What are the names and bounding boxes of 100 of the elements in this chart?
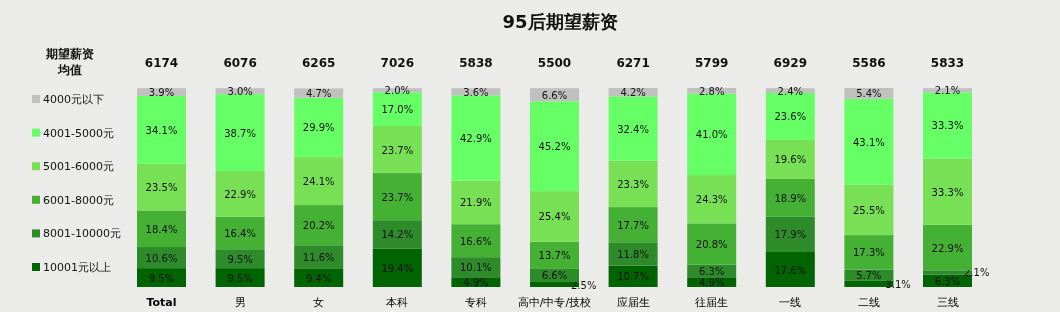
data-label: 3.0% [227, 86, 253, 98]
bar [372, 248, 422, 287]
data-label: 41.0% [695, 129, 728, 141]
data-label: 11.8% [617, 249, 649, 260]
bar [608, 242, 658, 266]
data-label: 16.4% [224, 227, 256, 239]
data-label: 45.2% [538, 141, 571, 153]
text: 5838 [459, 56, 493, 70]
bar [294, 97, 344, 158]
x-tick-label: 三线 [936, 296, 959, 309]
text: 6174 [144, 56, 179, 70]
data-label: 43.1% [853, 136, 885, 148]
text: 5500 [537, 56, 572, 70]
data-label: 23.7% [381, 144, 414, 156]
data-label: 17.3% [853, 247, 885, 259]
bar [765, 252, 815, 287]
bar [844, 184, 894, 236]
data-label: 19.4% [381, 262, 414, 274]
text: 6929 [773, 56, 807, 70]
x-tick-label: 专科 [464, 296, 487, 309]
bar [765, 139, 815, 179]
data-label: 38.7% [224, 127, 256, 139]
data-label: 6.6% [541, 270, 568, 282]
data-label: 29.9% [302, 122, 335, 134]
data-label: 25.4% [538, 211, 571, 223]
bar [451, 180, 501, 225]
bar [137, 95, 186, 164]
text: 5833 [930, 56, 965, 70]
data-label: 22.9% [931, 242, 964, 254]
text: 6076 [223, 56, 257, 70]
data-label: 10.7% [617, 271, 649, 283]
bar [372, 92, 422, 126]
data-label: 6.3% [699, 266, 725, 277]
bar [530, 191, 579, 242]
bar [844, 98, 894, 185]
bar [372, 125, 422, 174]
chart-title: 95后期望薪资 [502, 11, 618, 32]
data-label: 4.9% [699, 277, 725, 289]
data-label: 4.9% [463, 277, 489, 289]
bar [687, 175, 737, 224]
data-label: 24.1% [302, 176, 335, 188]
data-label: 3.6% [463, 86, 489, 98]
data-label: 17.7% [617, 219, 649, 231]
legend-label: 4000元以下 [43, 93, 104, 106]
data-label: 9.5% [227, 253, 253, 265]
data-label: 23.6% [774, 111, 807, 123]
x-tick-label: 二线 [857, 296, 880, 309]
bar [137, 163, 186, 211]
legend-label: 6001-8000元 [43, 193, 114, 207]
text: 期望薪资均值 [45, 47, 94, 77]
data-label: 6.6% [541, 89, 568, 101]
bar [451, 224, 501, 258]
data-label: 33.3% [931, 120, 964, 132]
data-label: 14.2% [381, 229, 414, 241]
bar [608, 160, 658, 208]
data-label: 4.7% [306, 88, 332, 100]
data-label: 17.0% [381, 104, 414, 116]
data-label: 10.1% [460, 262, 492, 274]
data-label: 3.1% [885, 278, 911, 290]
data-label: 5.4% [856, 88, 882, 100]
bar [923, 158, 972, 225]
data-label: 22.9% [224, 188, 256, 200]
bar [608, 207, 658, 243]
data-label: 34.1% [145, 124, 178, 136]
legend-label: 10001元以上 [43, 261, 111, 274]
x-tick-label: 应届生 [616, 296, 650, 309]
data-label: 20.8% [695, 239, 728, 251]
data-label: 19.6% [774, 154, 807, 166]
data-label: 24.3% [695, 194, 728, 206]
data-label: 21.9% [460, 197, 492, 209]
data-label: 2.0% [384, 85, 410, 97]
text: 5586 [852, 56, 886, 70]
data-label: 18.9% [774, 192, 807, 204]
data-label: 2.1% [934, 85, 961, 97]
data-label: 18.4% [145, 223, 178, 235]
x-tick-label: 女 [313, 296, 325, 309]
bar [608, 96, 658, 161]
data-label: 10.6% [145, 252, 178, 264]
text: 7026 [380, 56, 414, 70]
data-label: 5.7% [856, 270, 882, 282]
x-tick-label: 本科 [386, 296, 409, 309]
bar [215, 171, 265, 217]
bar [372, 173, 422, 221]
text: 6271 [616, 56, 650, 70]
data-label: 33.3% [931, 186, 964, 198]
text: 5799 [695, 56, 729, 70]
data-label: 13.7% [538, 250, 571, 262]
data-label: 2.4% [777, 85, 803, 97]
bar [451, 95, 501, 181]
bar [923, 92, 972, 159]
bar [372, 220, 422, 249]
data-label: 17.6% [774, 264, 807, 276]
legend-label: 8001-10000元 [43, 227, 121, 241]
data-label: 3.9% [148, 87, 175, 99]
data-label: 42.9% [460, 133, 492, 144]
bar [215, 94, 265, 172]
data-label: 2.8% [699, 85, 725, 97]
data-label: 4.2% [620, 87, 646, 99]
x-tick-label: 一线 [779, 296, 802, 309]
data-label: 6.3% [934, 275, 961, 287]
